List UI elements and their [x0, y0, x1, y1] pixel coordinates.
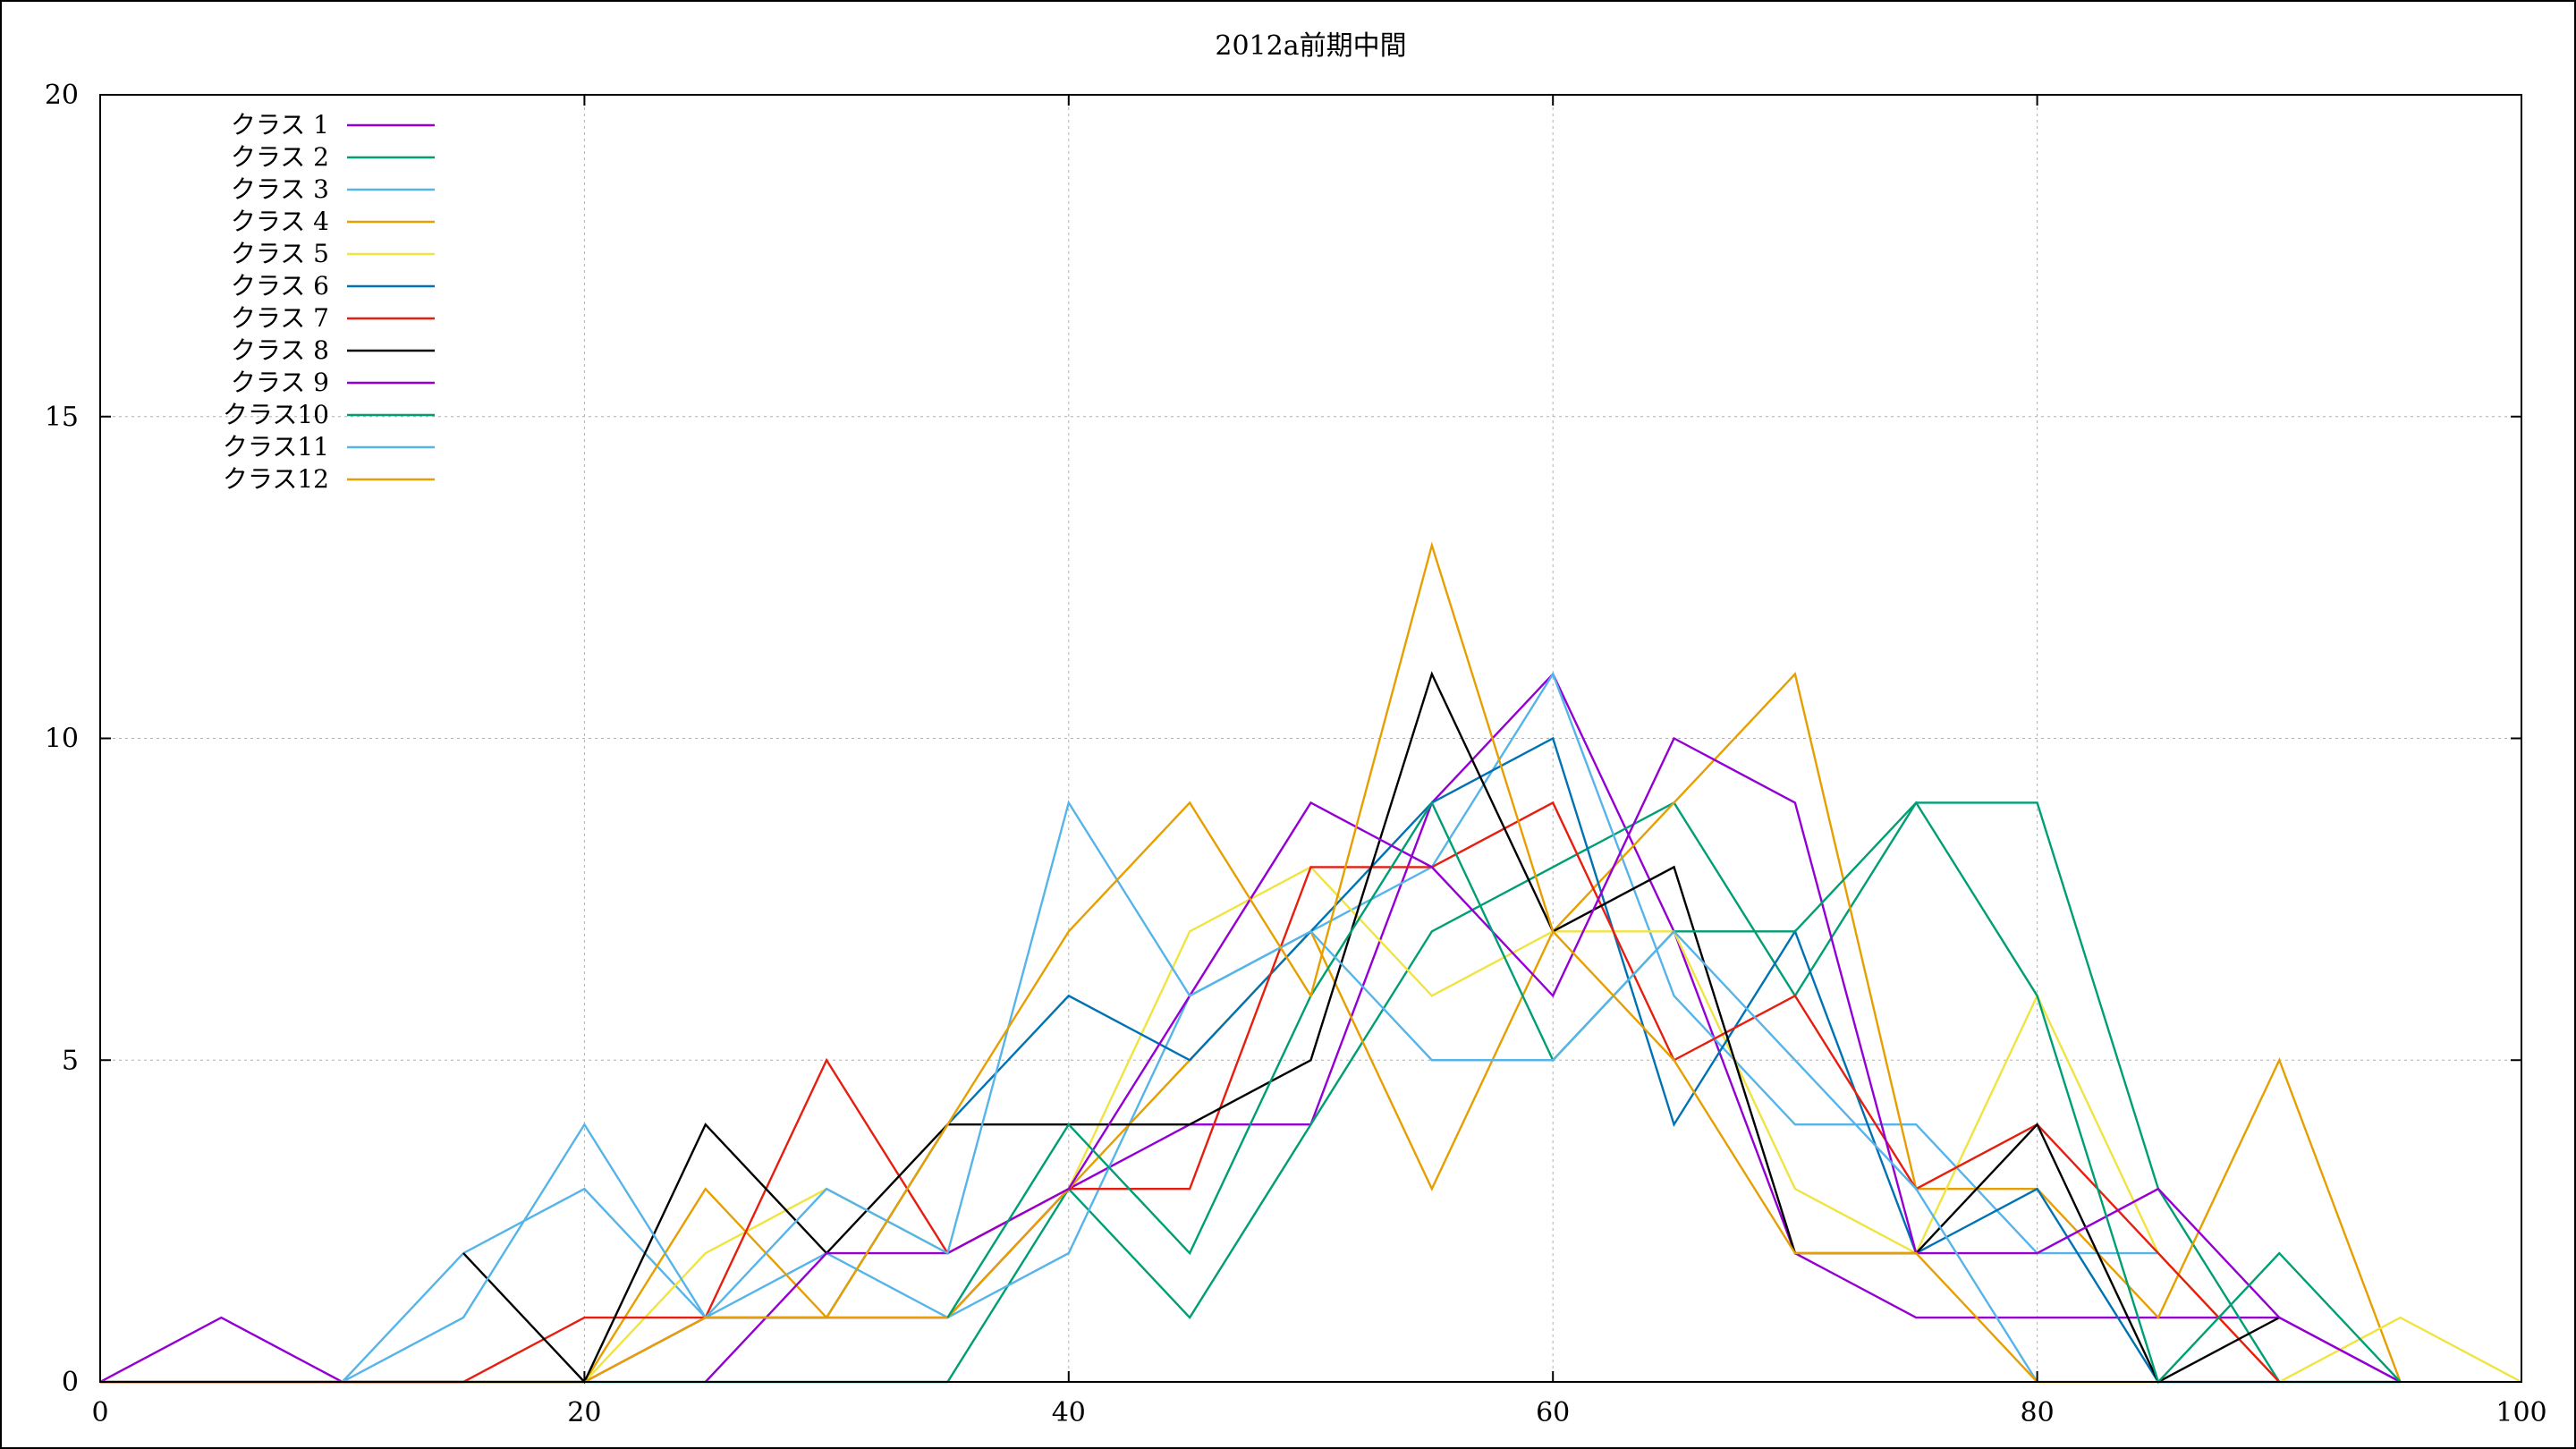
series-line-11 [342, 800, 2038, 1384]
chart-title: 2012a前期中間 [1215, 30, 1406, 62]
x-tick-label: 0 [91, 1397, 108, 1428]
legend-label: クラス 5 [231, 239, 329, 268]
legend-label: クラス 7 [231, 303, 329, 333]
y-tick-label: 0 [62, 1367, 79, 1398]
legend-label: クラス 2 [231, 142, 329, 172]
x-tick-label: 60 [1536, 1397, 1570, 1428]
legend-label: クラス 6 [231, 271, 329, 301]
x-tick-label: 100 [2496, 1397, 2546, 1428]
y-tick-label: 20 [45, 80, 79, 111]
legend-label: クラス 8 [231, 335, 329, 365]
legend-label: クラス 4 [231, 207, 329, 236]
legend-label: クラス 1 [231, 110, 329, 140]
legend-label: クラス 3 [231, 174, 329, 204]
axis-ticks: 0 20 40 60 80 100 0 5 10 15 20 [45, 80, 2547, 1428]
y-tick-label: 5 [62, 1045, 79, 1076]
legend-label: クラス 9 [231, 368, 329, 397]
x-tick-label: 80 [2021, 1397, 2055, 1428]
series-line-12 [583, 541, 2158, 1384]
series-lines [99, 541, 2522, 1385]
legend-label: クラス11 [223, 432, 329, 462]
legend-label: クラス10 [223, 400, 329, 429]
series-line-6 [705, 736, 2280, 1384]
x-tick-label: 40 [1052, 1397, 1086, 1428]
series-line-8 [462, 671, 2280, 1385]
series-line-9 [704, 736, 2402, 1384]
y-tick-label: 15 [45, 402, 79, 433]
y-tick-label: 10 [45, 724, 79, 755]
legend-label: クラス12 [223, 464, 329, 494]
x-tick-label: 20 [567, 1397, 601, 1428]
